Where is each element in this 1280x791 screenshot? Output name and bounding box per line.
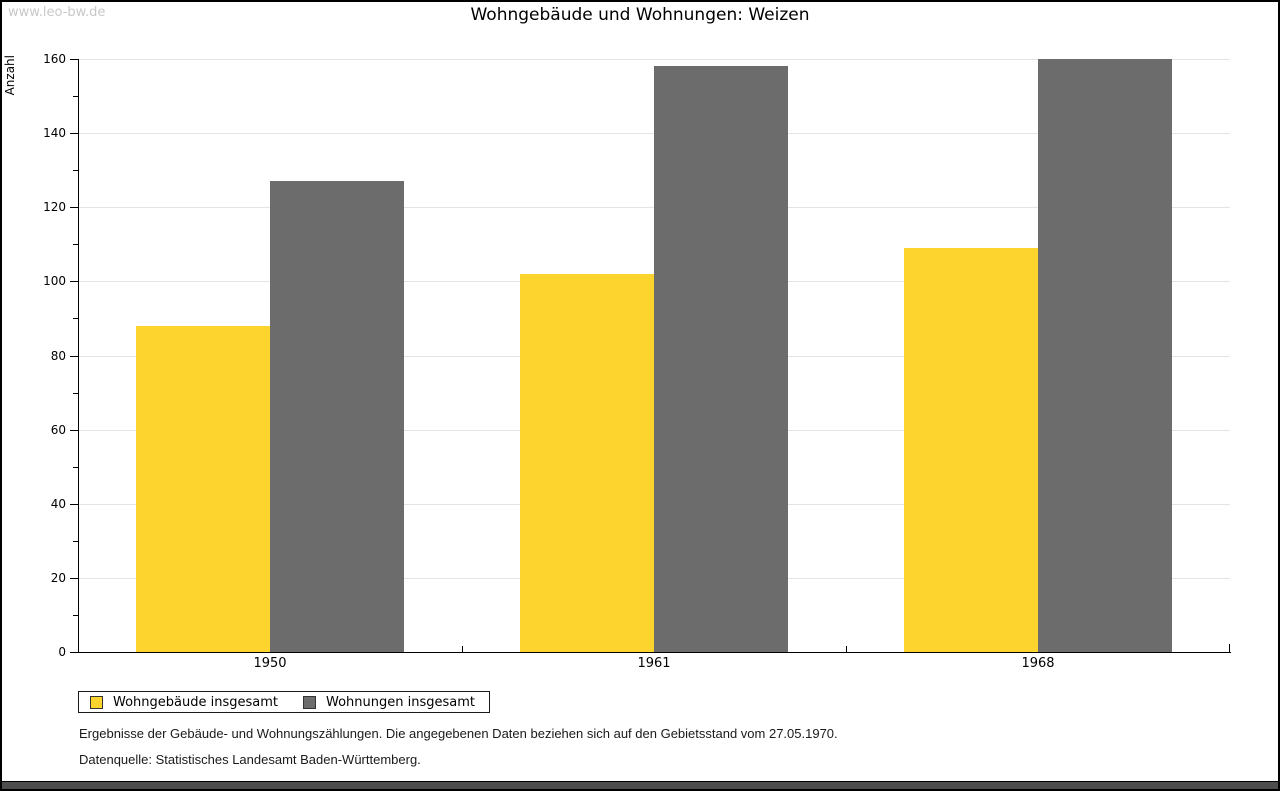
y-tick-label-120: 120 [43, 200, 66, 215]
gridline-160 [78, 59, 1230, 60]
bar-1961-wohnungen [654, 66, 788, 652]
x-axis-line [78, 652, 1231, 653]
y-tick-minor-10 [73, 614, 78, 616]
y-tick-major-160 [70, 59, 78, 60]
bar-1961-wohngebaeude [520, 273, 654, 652]
bar-1968-wohngebaeude [904, 248, 1038, 652]
y-tick-minor-130 [73, 170, 78, 172]
y-tick-major-100 [70, 281, 78, 283]
legend-swatch-wohnungen [303, 695, 316, 709]
y-tick-label-140: 140 [43, 126, 66, 141]
y-tick-label-80: 80 [50, 348, 66, 363]
footnote-line1: Ergebnisse der Gebäude- und Wohnungszähl… [79, 726, 838, 741]
y-tick-major-140 [70, 133, 78, 135]
x-label-1961: 1961 [637, 656, 671, 671]
legend-label-wohngebaeude: Wohngebäude insgesamt [113, 694, 278, 710]
y-ticks [2, 59, 78, 653]
watermark: www.leo-bw.de [8, 5, 106, 20]
y-tick-minor-110 [73, 244, 78, 246]
y-tick-major-60 [70, 429, 78, 431]
legend-item-wohnungen: Wohnungen insgesamt [303, 695, 475, 710]
y-tick-label-60: 60 [50, 422, 66, 437]
y-tick-label-160: 160 [43, 52, 66, 66]
y-tick-label-100: 100 [43, 274, 66, 289]
legend-item-wohngebaeude: Wohngebäude insgesamt [90, 695, 278, 710]
x-label-1968: 1968 [1021, 656, 1055, 671]
x-axis-labels: 1950 1961 1968 [78, 656, 1230, 672]
legend-label-wohnungen: Wohnungen insgesamt [326, 694, 475, 710]
bottom-bar [2, 781, 1278, 789]
chart-title: Wohngebäude und Wohnungen: Weizen [470, 5, 810, 25]
y-tick-minor-30 [73, 540, 78, 542]
footnote-line2: Datenquelle: Statistisches Landesamt Bad… [79, 752, 421, 767]
y-tick-label-20: 20 [50, 570, 66, 585]
y-tick-label-0: 0 [58, 645, 66, 659]
bar-1950-wohngebaeude [136, 325, 270, 652]
x-label-1950: 1950 [253, 656, 287, 671]
y-tick-minor-150 [73, 96, 78, 98]
y-tick-label-40: 40 [50, 496, 66, 511]
y-tick-labels: 0 20 40 60 80 100 120 140 160 [2, 52, 68, 659]
y-axis-line [78, 59, 79, 653]
y-tick-major-120 [70, 207, 78, 209]
legend-swatch-wohngebaeude [90, 695, 103, 709]
y-tick-major-40 [70, 503, 78, 505]
y-tick-minor-70 [73, 392, 78, 394]
y-tick-major-20 [70, 577, 78, 579]
y-tick-major-0 [70, 652, 78, 653]
y-tick-minor-50 [73, 466, 78, 468]
legend: Wohngebäude insgesamt Wohnungen insgesam… [78, 691, 490, 713]
bar-1950-wohnungen [270, 181, 404, 652]
x-tick-boundary-1 [462, 646, 463, 652]
y-tick-major-80 [70, 355, 78, 357]
bar-1968-wohnungen [1038, 59, 1172, 652]
x-tick-boundary-2 [846, 646, 847, 652]
plot-area [78, 59, 1230, 652]
x-tick-axis-end [1229, 644, 1230, 652]
y-tick-minor-90 [73, 318, 78, 320]
